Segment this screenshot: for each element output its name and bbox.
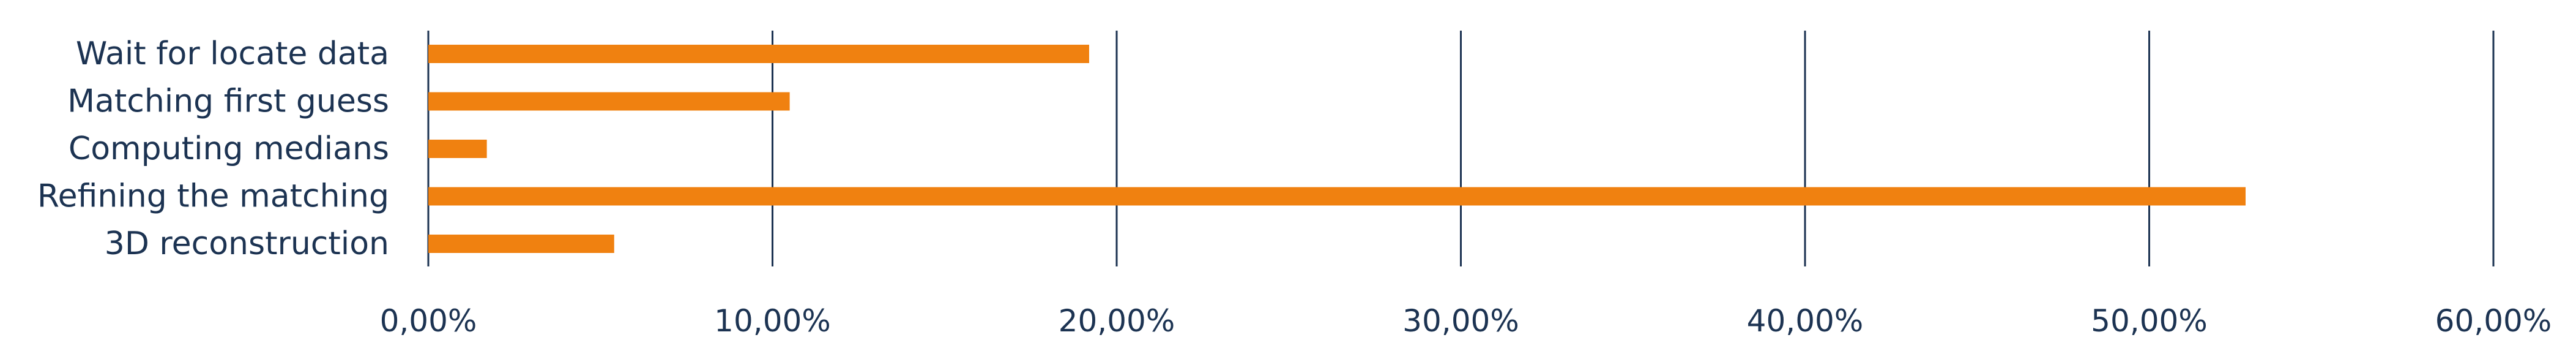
bar-3d-reconstruction [428, 235, 614, 253]
x-tick-label: 50,00% [2091, 303, 2208, 339]
x-axis-tick-labels: 0,00% 10,00% 20,00% 30,00% 40,00% 50,00% 60,00… [380, 303, 2552, 339]
x-tick-label: 0,00% [380, 303, 477, 339]
x-tick-label: 40,00% [1747, 303, 1864, 339]
bar-layer [428, 45, 2246, 253]
x-tick-label: 30,00% [1402, 303, 1519, 339]
category-label: 3D reconstruction [105, 225, 389, 262]
category-label: Refining the matching [37, 178, 389, 215]
x-tick-label: 60,00% [2435, 303, 2552, 339]
x-tick-label: 20,00% [1059, 303, 1175, 339]
bar-computing-medians [428, 140, 487, 158]
grid-layer [427, 31, 2495, 266]
bar-matching-first-guess [428, 92, 790, 111]
x-tick-label: 10,00% [714, 303, 831, 339]
category-label: Computing medians [69, 130, 389, 167]
category-labels: Wait for locate data Matching first guess… [37, 36, 389, 262]
bar-wait-for-locate-data [428, 45, 1089, 63]
bar-refining-the-matching [428, 187, 2246, 206]
category-label: Wait for locate data [76, 36, 389, 72]
category-label: Matching first guess [67, 83, 389, 120]
